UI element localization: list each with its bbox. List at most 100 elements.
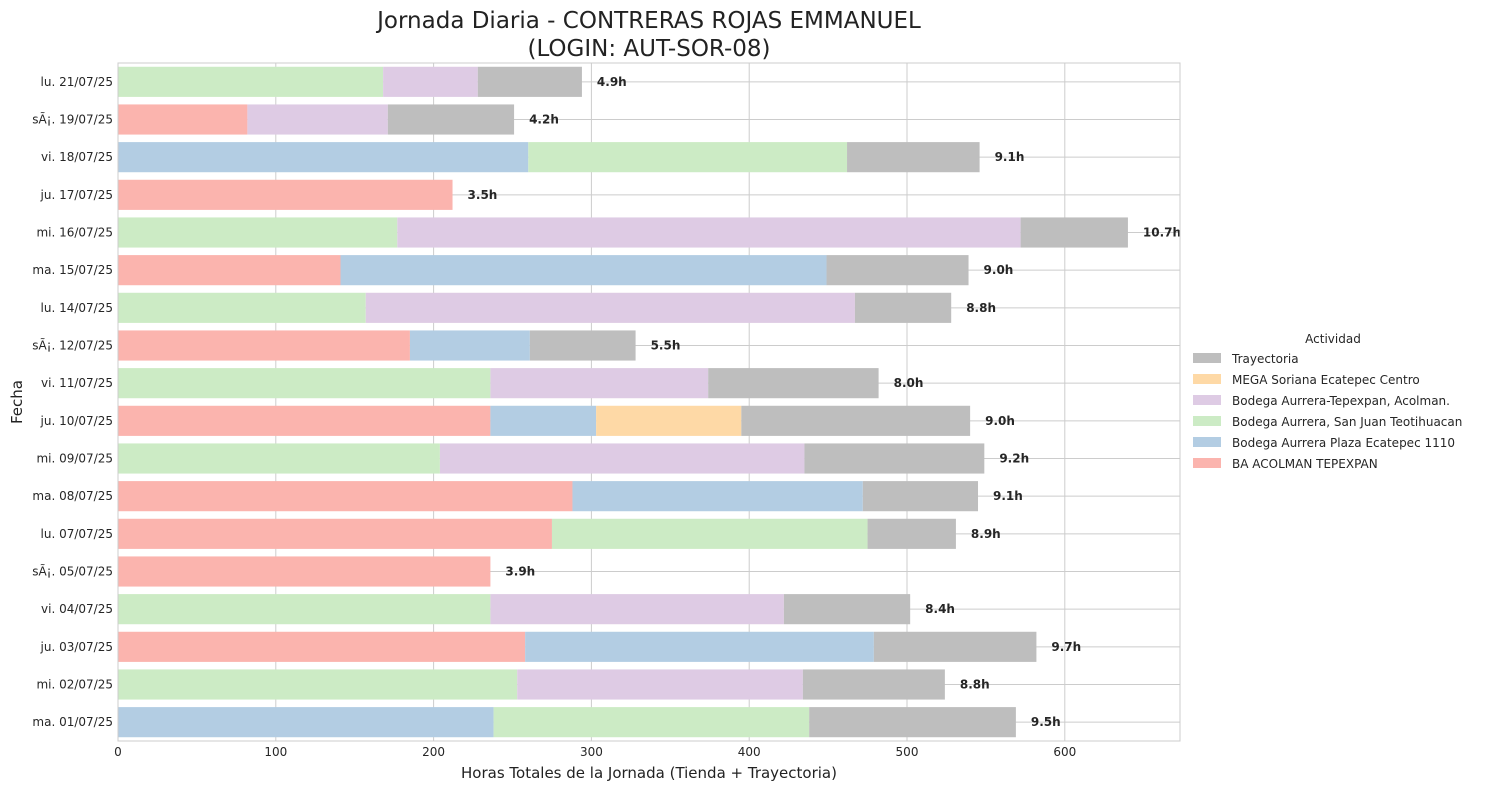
bar-total-label: 9.1h (993, 489, 1023, 503)
bar-segment-bodega-aurrera-plaza-ecatepec-1110 (340, 255, 827, 286)
legend-swatch-ba-acolman-tepexpan (1193, 458, 1221, 468)
y-tick-label: mi. 09/07/25 (36, 452, 113, 466)
bar-total-label: 9.0h (985, 414, 1015, 428)
legend-label-bodega-aurrera-plaza-ecatepec-1110: Bodega Aurrera Plaza Ecatepec 1110 (1232, 436, 1455, 450)
bar-segment-ba-acolman-tepexpan (118, 481, 573, 512)
bar-total-label: 9.7h (1051, 640, 1081, 654)
y-tick-label: mi. 16/07/25 (36, 226, 113, 240)
bar-segment-bodega-aurrera-tepexpan-acolman (439, 443, 805, 474)
bar-segment-ba-acolman-tepexpan (118, 518, 552, 549)
x-tick-label: 0 (114, 745, 122, 759)
plot-background (118, 63, 1180, 741)
bar-segment-bodega-aurrera-tepexpan-acolman (247, 104, 388, 135)
x-tick-label: 400 (738, 745, 761, 759)
bar-total-label: 8.8h (960, 678, 990, 692)
x-tick-labels: 0 100 200 300 400 500 600 (114, 745, 1076, 759)
plot-frame (117, 62, 1181, 742)
bar-segment-ba-acolman-tepexpan (118, 104, 248, 135)
legend-label-mega-soriana-ecatepec-centro: MEGA Soriana Ecatepec Centro (1232, 373, 1420, 387)
bar-segment-trayectoria (804, 443, 985, 474)
bar-total-label: 10.7h (1143, 226, 1181, 240)
bar-segment-trayectoria (862, 481, 979, 512)
y-tick-label: lu. 07/07/25 (41, 527, 113, 541)
bar-segment-bodega-aurrera-plaza-ecatepec-1110 (118, 142, 529, 173)
legend-label-bodega-aurrera-san-juan-teotihuacan: Bodega Aurrera, San Juan Teotihuacan (1232, 415, 1462, 429)
bar-total-label: 3.9h (505, 565, 535, 579)
x-tick-label: 600 (1053, 745, 1076, 759)
bar-segment-trayectoria (741, 405, 971, 436)
y-tick-labels: lu. 21/07/25 sÃ¡. 19/07/25 vi. 18/07/25 ju.… (32, 75, 113, 729)
bar-segment-bodega-aurrera-tepexpan-acolman (365, 292, 855, 323)
legend-swatch-bodega-aurrera-san-juan-teotihuacan (1193, 416, 1221, 426)
bar-segment-trayectoria (854, 292, 952, 323)
bar-total-label: 8.0h (894, 376, 924, 390)
x-tick-label: 200 (422, 745, 445, 759)
x-axis-label: Horas Totales de la Jornada (Tienda + Tr… (461, 764, 837, 782)
bar-segment-ba-acolman-tepexpan (118, 255, 341, 286)
bar-total-label: 8.4h (925, 602, 955, 616)
y-tick-label: sÃ¡. 19/07/25 (32, 112, 113, 127)
bar-segment-trayectoria (529, 330, 636, 361)
bar-segment-bodega-aurrera-tepexpan-acolman (383, 66, 478, 97)
legend-label-ba-acolman-tepexpan: BA ACOLMAN TEPEXPAN (1232, 457, 1378, 471)
bar-segment-bodega-aurrera-san-juan-teotihuacan (551, 518, 868, 549)
y-axis-label: Fecha (8, 380, 26, 424)
bar-segment-trayectoria (802, 669, 945, 700)
bar-segment-trayectoria (477, 66, 582, 97)
x-tick-label: 100 (264, 745, 287, 759)
bar-total-label: 8.8h (966, 301, 996, 315)
bar-segment-bodega-aurrera-san-juan-teotihuacan (118, 669, 518, 700)
chart-title-line-1: Jornada Diaria - CONTRERAS ROJAS EMMANUE… (375, 8, 921, 34)
bar-segment-ba-acolman-tepexpan (118, 631, 526, 662)
bar-total-label: 9.2h (999, 452, 1029, 466)
bar-segment-bodega-aurrera-san-juan-teotihuacan (118, 368, 491, 399)
y-tick-label: lu. 14/07/25 (41, 301, 113, 315)
y-tick-label: ma. 01/07/25 (32, 715, 113, 729)
y-tick-label: ju. 17/07/25 (40, 188, 113, 202)
legend: Actividad Trayectoria MEGA Soriana Ecatep… (1193, 332, 1462, 471)
bar-segment-bodega-aurrera-san-juan-teotihuacan (118, 594, 491, 625)
bar-segment-bodega-aurrera-tepexpan-acolman (397, 217, 1021, 248)
bar-total-label: 9.1h (995, 150, 1025, 164)
x-tick-label: 500 (896, 745, 919, 759)
bar-segment-bodega-aurrera-san-juan-teotihuacan (528, 142, 848, 173)
bar-segment-bodega-aurrera-san-juan-teotihuacan (118, 292, 366, 323)
bar-segment-bodega-aurrera-tepexpan-acolman (490, 368, 709, 399)
bar-total-label: 5.5h (651, 339, 681, 353)
bar-segment-ba-acolman-tepexpan (118, 179, 453, 210)
bar-labels: 4.9h 4.2h 9.1h 3.5h 10.7h 9.0h 8.8h 5.5h 8.0h 9.0… (468, 75, 1182, 729)
bar-total-label: 3.5h (468, 188, 498, 202)
bar-segment-trayectoria (1020, 217, 1128, 248)
y-tick-label: vi. 04/07/25 (41, 602, 113, 616)
bar-segment-mega-soriana-ecatepec-centro (596, 405, 742, 436)
legend-label-bodega-aurrera-tepexpan-acolman: Bodega Aurrera-Tepexpan, Acolman. (1232, 394, 1450, 408)
y-tick-label: vi. 18/07/25 (41, 150, 113, 164)
legend-label-trayectoria: Trayectoria (1231, 352, 1299, 366)
x-tick-label: 300 (580, 745, 603, 759)
bar-segment-bodega-aurrera-san-juan-teotihuacan (118, 443, 440, 474)
bar-segment-bodega-aurrera-tepexpan-acolman (490, 594, 784, 625)
bar-segment-bodega-aurrera-san-juan-teotihuacan (118, 217, 398, 248)
bar-segment-bodega-aurrera-plaza-ecatepec-1110 (409, 330, 530, 361)
legend-swatch-bodega-aurrera-plaza-ecatepec-1110 (1193, 437, 1221, 447)
legend-swatch-mega-soriana-ecatepec-centro (1193, 374, 1221, 384)
bar-segment-trayectoria (783, 594, 911, 625)
bar-segment-ba-acolman-tepexpan (118, 330, 410, 361)
bar-segment-ba-acolman-tepexpan (118, 556, 491, 587)
bar-segment-bodega-aurrera-plaza-ecatepec-1110 (490, 405, 597, 436)
bar-segment-trayectoria (873, 631, 1037, 662)
y-tick-label: ju. 03/07/25 (40, 640, 113, 654)
bar-segment-trayectoria (809, 707, 1016, 738)
legend-swatch-trayectoria (1193, 353, 1221, 363)
bar-segment-bodega-aurrera-tepexpan-acolman (517, 669, 803, 700)
bars (118, 66, 1128, 738)
bar-segment-trayectoria (847, 142, 980, 173)
legend-swatch-bodega-aurrera-tepexpan-acolman (1193, 395, 1221, 405)
y-tick-label: ma. 08/07/25 (32, 489, 113, 503)
chart-title-line-2: (LOGIN: AUT-SOR-08) (527, 36, 770, 62)
bar-total-label: 9.0h (984, 263, 1014, 277)
bar-segment-bodega-aurrera-plaza-ecatepec-1110 (525, 631, 874, 662)
y-tick-label: sÃ¡. 05/07/25 (32, 564, 113, 579)
y-tick-label: ma. 15/07/25 (32, 263, 113, 277)
